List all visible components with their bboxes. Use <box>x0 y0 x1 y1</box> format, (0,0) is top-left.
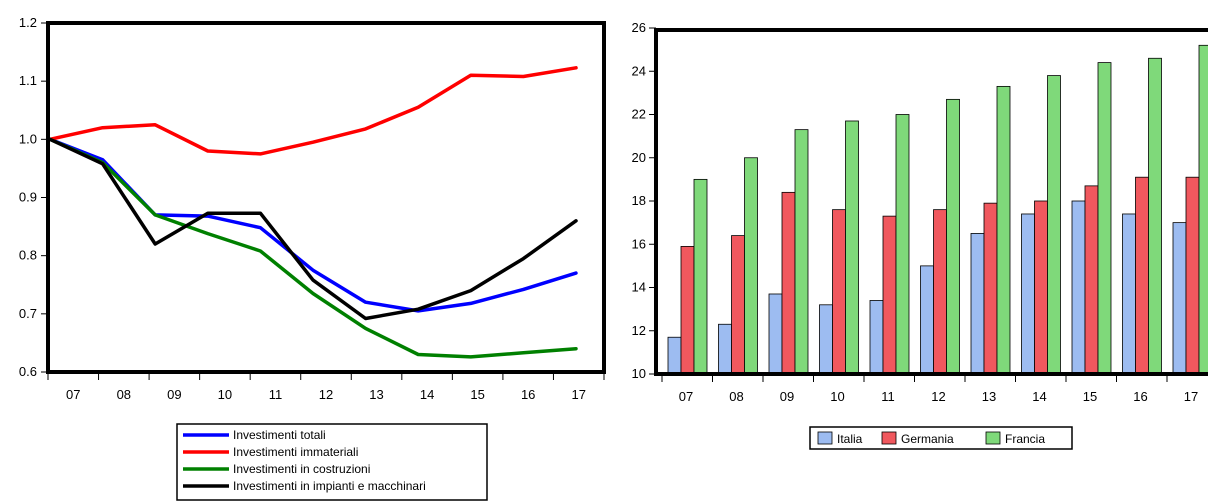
legend-label-investimenti-totali: Investimenti totali <box>233 428 326 442</box>
bar-francia-16 <box>1148 57 1162 375</box>
legend-label-germania: Germania <box>901 432 954 446</box>
x-tick-label: 12 <box>319 387 333 402</box>
bar-italia-09 <box>768 293 783 375</box>
x-tick-label: 13 <box>369 387 383 402</box>
series-line-investimenti-in-impianti-e-macchinari <box>48 137 578 321</box>
x-tick-label: 11 <box>881 389 895 404</box>
x-tick-label: 14 <box>1032 389 1046 404</box>
x-tick-label: 17 <box>1184 389 1198 404</box>
bar-germania-11 <box>882 215 897 375</box>
y-tick-label: 20 <box>632 150 646 165</box>
legend-label-francia: Francia <box>1005 432 1045 446</box>
bar-italia-16 <box>1122 213 1136 375</box>
line-chart-y-axis: 0.6 0.7 0.8 0.9 1.0 1.1 1.2 <box>19 15 48 379</box>
bar-chart-y-axis: 10 12 14 16 18 20 22 24 26 <box>632 20 656 381</box>
x-tick-label: 07 <box>66 387 80 402</box>
y-tick-label: 12 <box>632 323 646 338</box>
bar-italia-13 <box>970 233 985 375</box>
legend-label-italia: Italia <box>837 432 863 446</box>
line-chart-series <box>48 66 578 359</box>
bar-germania-15 <box>1084 185 1099 375</box>
y-tick-label: 0.9 <box>19 190 37 205</box>
legend-label-investimenti-immateriali: Investimenti immateriali <box>233 445 358 459</box>
y-tick-label: 26 <box>632 20 646 35</box>
bar-francia-11 <box>895 114 910 375</box>
x-tick-label: 16 <box>1133 389 1147 404</box>
bar-italia-11 <box>869 300 884 375</box>
y-tick-label: 10 <box>632 366 646 381</box>
line-chart-x-axis: 07 08 09 10 11 12 13 14 15 16 17 <box>47 374 605 402</box>
bar-germania-08 <box>731 235 745 375</box>
bar-germania-07 <box>680 246 695 375</box>
legend-label-investimenti-in-impianti-e-macchinari: Investimenti in impianti e macchinari <box>233 479 426 493</box>
x-tick-label: 14 <box>420 387 434 402</box>
bar-francia-15 <box>1097 62 1112 375</box>
legend-swatch-francia <box>985 431 1001 445</box>
y-tick-label: 0.6 <box>19 364 37 379</box>
bar-francia-17 <box>1198 44 1208 375</box>
x-tick-label: 11 <box>269 387 283 402</box>
x-tick-label: 08 <box>117 387 131 402</box>
y-tick-label: 1.1 <box>19 73 37 88</box>
legend-box <box>809 426 1073 450</box>
y-tick-label: 0.8 <box>19 248 37 263</box>
bar-italia-08 <box>718 323 732 375</box>
bar-germania-09 <box>781 191 796 375</box>
x-tick-label: 16 <box>521 387 535 402</box>
y-tick-label: 16 <box>632 236 646 251</box>
bar-italia-12 <box>920 265 934 375</box>
y-tick-label: 1.2 <box>19 15 37 30</box>
x-tick-label: 09 <box>780 389 794 404</box>
bar-chart-plot-frame <box>654 28 1208 376</box>
bar-italia-10 <box>819 304 833 375</box>
y-tick-label: 14 <box>632 280 646 295</box>
bar-germania-10 <box>832 209 846 375</box>
series-line-investimenti-totali <box>48 137 578 313</box>
bar-germania-14 <box>1034 200 1048 375</box>
bar-chart-x-axis: 07 08 09 10 11 12 13 14 15 16 17 <box>661 376 1198 404</box>
x-tick-label: 13 <box>982 389 996 404</box>
y-tick-label: 18 <box>632 193 646 208</box>
line-chart: 0.6 0.7 0.8 0.9 1.0 1.1 1.2 07 08 09 10 11 12 13 14 15… <box>19 15 606 501</box>
x-tick-label: 07 <box>679 389 693 404</box>
bar-francia-09 <box>794 129 809 375</box>
legend-label-investimenti-in-costruzioni: Investimenti in costruzioni <box>233 462 370 476</box>
legend-swatch-italia <box>817 431 833 445</box>
bar-francia-07 <box>693 178 708 375</box>
bar-chart-bars <box>667 44 1208 375</box>
bar-chart-legend: Italia Germania Francia <box>809 426 1073 450</box>
bar-germania-17 <box>1185 176 1200 375</box>
x-tick-label: 09 <box>167 387 181 402</box>
bar-francia-10 <box>845 120 859 375</box>
bar-germania-16 <box>1135 176 1149 375</box>
legend-swatch-germania <box>881 431 897 445</box>
x-tick-label: 12 <box>931 389 945 404</box>
x-tick-label: 15 <box>470 387 484 402</box>
x-tick-label: 17 <box>571 387 585 402</box>
bar-italia-14 <box>1021 213 1035 375</box>
bar-germania-12 <box>933 209 947 375</box>
bar-francia-13 <box>996 85 1011 375</box>
y-tick-label: 0.7 <box>19 306 37 321</box>
series-line-investimenti-immateriali <box>48 66 578 156</box>
bar-italia-17 <box>1172 222 1187 375</box>
x-tick-label: 08 <box>729 389 743 404</box>
bar-francia-14 <box>1047 75 1061 375</box>
series-line-investimenti-in-costruzioni <box>48 137 578 359</box>
x-tick-label: 10 <box>830 389 844 404</box>
bar-francia-12 <box>946 98 960 375</box>
x-tick-label: 10 <box>218 387 232 402</box>
y-tick-label: 24 <box>632 63 646 78</box>
bar-francia-08 <box>744 157 758 375</box>
bar-italia-07 <box>667 336 682 375</box>
y-tick-label: 1.0 <box>19 131 37 146</box>
bar-germania-13 <box>983 202 998 375</box>
bar-italia-15 <box>1071 200 1086 375</box>
y-tick-label: 22 <box>632 107 646 122</box>
line-chart-legend: Investimenti totali Investimenti immateri… <box>176 423 488 501</box>
x-tick-label: 15 <box>1083 389 1097 404</box>
